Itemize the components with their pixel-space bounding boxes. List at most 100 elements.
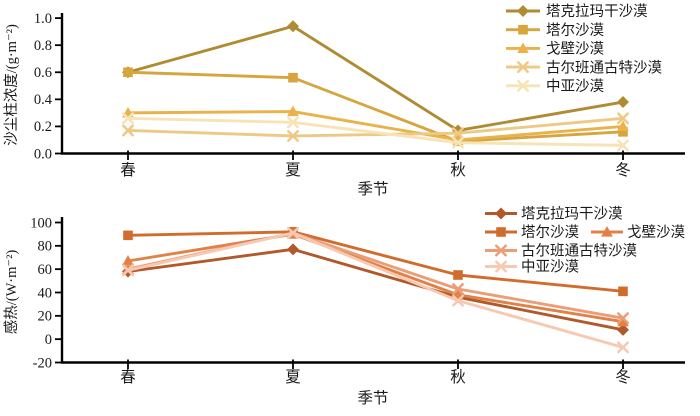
series-line xyxy=(127,116,624,147)
y-tick-label: 40 xyxy=(38,285,53,301)
x-category-label: 春 xyxy=(120,368,136,386)
x-category-label: 冬 xyxy=(615,161,631,179)
y-axis-title: 沙尘柱浓度/(g·m⁻²) xyxy=(3,24,20,146)
y-tick-label: 0.0 xyxy=(34,146,52,162)
y-tick-label: 60 xyxy=(38,262,53,278)
legend-item: 塔尔沙漠 xyxy=(485,224,579,241)
x-category-label: 秋 xyxy=(450,161,466,179)
y-tick-label: -20 xyxy=(33,355,52,371)
x-axis-title: 季节 xyxy=(357,180,388,198)
x-category-label: 冬 xyxy=(615,368,631,386)
legend-label: 中亚沙漠 xyxy=(546,78,604,95)
y-tick-label: 0 xyxy=(45,332,52,348)
legend-item: 戈壁沙漠 xyxy=(591,224,685,241)
sensible-heat-chart: -20 0 20 40 60 80 100 春 夏 秋 冬季节 感热/(W·m⁻²) 塔克拉玛干沙漠塔尔… xyxy=(3,206,685,407)
legend-label: 戈壁沙漠 xyxy=(627,224,685,241)
series-line xyxy=(127,247,624,332)
legend-item: 塔克拉玛干沙漠 xyxy=(506,3,648,20)
series-x xyxy=(122,112,629,152)
legend-marker-x xyxy=(517,79,529,92)
legend-label: 中亚沙漠 xyxy=(521,259,579,276)
y-tick-label: 0.8 xyxy=(34,38,52,54)
series-marker-diamond xyxy=(617,323,629,336)
series-marker-x xyxy=(287,129,299,142)
series-x xyxy=(122,227,629,354)
series-marker-x xyxy=(617,312,629,325)
series-marker-triangle xyxy=(122,255,134,266)
legend-item: 戈壁沙漠 xyxy=(506,41,604,58)
series-marker-triangle xyxy=(617,315,629,327)
legend-marker-x xyxy=(495,244,507,257)
y-tick-label: 80 xyxy=(38,239,53,255)
series-marker-square xyxy=(288,72,298,83)
series-marker-square xyxy=(453,270,463,280)
legend-marker-diamond xyxy=(517,5,529,17)
series-line xyxy=(127,232,624,324)
legend-marker-triangle xyxy=(601,226,613,237)
series-marker-diamond xyxy=(287,243,299,256)
legend-marker-square xyxy=(496,227,506,237)
legend-label: 古尔班通古特沙漠 xyxy=(546,59,662,76)
axes: -20 0 20 40 60 80 100 春 夏 秋 冬 xyxy=(30,215,685,386)
series-x xyxy=(122,112,629,142)
series-marker-diamond xyxy=(287,20,299,33)
x-category-label: 夏 xyxy=(285,162,301,179)
dust-column-concentration-chart: 0.0 0.2 0.4 0.6 0.8 1.0 春 夏 秋 冬季节 沙尘柱浓度/(g·m⁻²) 塔克拉… xyxy=(3,3,685,198)
legend-marker-diamond xyxy=(495,207,507,220)
x-category-label: 春 xyxy=(120,161,136,179)
series-marker-x xyxy=(452,136,464,149)
legend-marker-x xyxy=(517,61,529,74)
legend-label: 塔克拉玛干沙漠 xyxy=(521,206,623,223)
legend-marker-square xyxy=(518,24,528,35)
y-tick-label: 0.6 xyxy=(34,65,52,81)
series-marker-diamond xyxy=(617,96,629,109)
series-marker-x xyxy=(287,227,299,239)
legend-item: 中亚沙漠 xyxy=(506,78,604,95)
series-marker-x xyxy=(617,341,629,354)
y-tick-label: 100 xyxy=(30,215,52,231)
series-marker-x xyxy=(617,139,629,152)
y-tick-label: 0.2 xyxy=(34,119,52,135)
series-marker-x xyxy=(617,112,629,125)
series-line xyxy=(127,116,624,138)
legend-item: 中亚沙漠 xyxy=(485,259,579,276)
legend-label: 塔克拉玛干沙漠 xyxy=(546,3,648,20)
y-tick-label: 20 xyxy=(38,309,53,325)
legend-item: 塔尔沙漠 xyxy=(506,22,604,39)
legend-label: 塔尔沙漠 xyxy=(521,224,579,241)
series-marker-x xyxy=(287,116,299,129)
y-axis-title: 感热/(W·m⁻²) xyxy=(3,250,20,335)
legend-label: 古尔班通古特沙漠 xyxy=(521,243,637,260)
series-marker-x xyxy=(452,294,464,307)
series-marker-x xyxy=(122,124,134,137)
legend-marker-triangle xyxy=(517,42,529,53)
y-tick-label: 0.4 xyxy=(34,92,53,108)
legend-item: 古尔班通古特沙漠 xyxy=(506,59,662,76)
x-category-label: 夏 xyxy=(285,369,301,386)
series-line xyxy=(127,24,624,132)
legend-label: 塔尔沙漠 xyxy=(546,22,604,39)
series-marker-square xyxy=(123,67,133,78)
series-marker-square xyxy=(123,230,133,241)
series-marker-triangle xyxy=(287,105,299,117)
series-line xyxy=(127,70,624,143)
series-marker-x xyxy=(452,127,464,140)
series-line xyxy=(127,110,624,142)
x-axis-title: 季节 xyxy=(357,389,388,407)
legend-item: 塔克拉玛干沙漠 xyxy=(485,206,623,223)
series-line xyxy=(127,230,624,293)
legend-label: 戈壁沙漠 xyxy=(546,41,604,58)
x-category-label: 秋 xyxy=(450,368,466,386)
series-marker-triangle xyxy=(617,120,629,132)
series-marker-square xyxy=(618,286,628,297)
series-marker-x xyxy=(122,264,134,277)
y-tick-label: 1.0 xyxy=(34,11,52,27)
series-line xyxy=(127,231,624,349)
series-marker-x xyxy=(122,112,134,125)
series-marker-x xyxy=(452,283,464,295)
series-marker-square xyxy=(618,127,628,137)
legend-item: 古尔班通古特沙漠 xyxy=(485,243,637,260)
